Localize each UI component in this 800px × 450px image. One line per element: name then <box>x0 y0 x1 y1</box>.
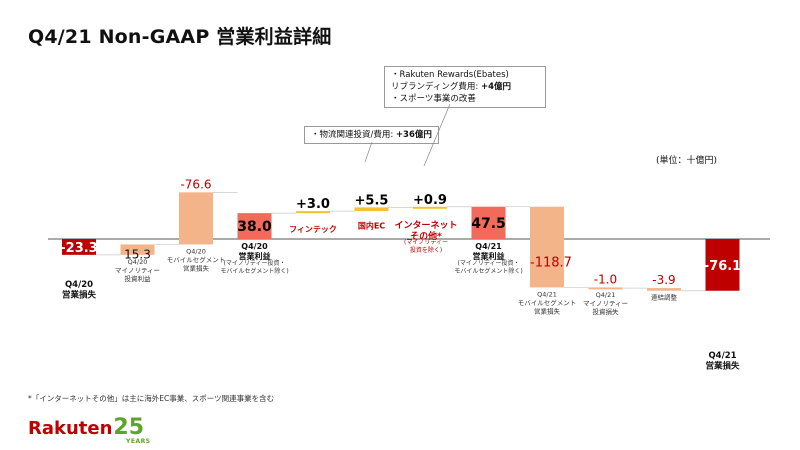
category-label-q421_op-2: (マイノリティー投資・ <box>458 259 520 267</box>
rewards-callout: ・Rakuten Rewards(Ebates) リブランディング費用: +4億… <box>384 66 546 108</box>
category-label-q420_mobile-2: 営業損失 <box>183 263 210 272</box>
category-label-q421_minority-1: マイノリティー <box>583 300 628 308</box>
bar-internet_other <box>413 206 447 209</box>
value-label-fintech: +3.0 <box>296 197 330 212</box>
category-label-internet_other-3: 投資を除く) <box>410 246 442 254</box>
category-label-q420_mobile-0: Q4/20 <box>186 247 206 255</box>
value-label-q421_mobile: -118.7 <box>530 256 572 271</box>
bar-q420_op <box>237 213 272 239</box>
category-label-q420_loss-1: 営業損失 <box>62 290 97 301</box>
bar-q420_loss <box>62 239 96 255</box>
rakuten-logo: Rakuten 25 YEARS <box>28 415 151 446</box>
rewards-callout-line2-value: +4億円 <box>480 82 512 92</box>
category-label-internet_other-0: インターネット <box>394 219 457 231</box>
value-label-internet_other: +0.9 <box>413 193 447 208</box>
bar-fintech <box>296 211 330 214</box>
page-title: Q4/21 Non-GAAP 営業利益詳細 <box>28 26 332 48</box>
bar-q421_mobile <box>530 206 564 288</box>
bar-domestic_ec <box>354 207 389 212</box>
category-label-q420_op-3: モバイルセグメント除く) <box>220 267 288 275</box>
bar-q420_mobile <box>179 192 213 245</box>
bar-q421_minority <box>588 287 623 290</box>
rewards-callout-line1: ・Rakuten Rewards(Ebates) <box>391 70 509 80</box>
value-label-q420_op: 38.0 <box>237 219 272 235</box>
category-label-q421_op-1: 営業利益 <box>473 251 505 261</box>
category-label-internet_other-1: その他* <box>410 230 442 242</box>
category-label-q420_op-1: 営業利益 <box>239 251 271 261</box>
logo-years: YEARS <box>126 438 151 445</box>
category-label-q420_op-2: (マイノリティー投資・ <box>224 259 286 267</box>
rewards-callout-line2: リブランディング費用: +4億円 <box>391 81 539 93</box>
category-label-q421_op-0: Q4/21 <box>475 242 502 251</box>
rewards-callout-leader <box>423 103 451 167</box>
bar-consolidation <box>647 288 681 291</box>
category-label-q420_loss-0: Q4/20 <box>65 280 93 290</box>
value-label-q420_mobile: -76.6 <box>180 177 211 191</box>
category-label-fintech-0: フィンテック <box>289 224 337 234</box>
category-label-q421_minority-0: Q4/21 <box>596 291 616 299</box>
category-label-q420_op-0: Q4/20 <box>241 242 268 251</box>
category-label-q421_op-3: モバイルセグメント除く) <box>454 267 522 275</box>
category-label-q420_minority-1: マイノリティー <box>115 266 160 274</box>
logo-word: Rakuten <box>28 418 113 439</box>
category-label-q420_mobile-1: モバイルセグメント <box>167 255 226 264</box>
category-label-q421_mobile-0: Q4/21 <box>537 290 557 298</box>
logistics-callout-text: ・物流関連投資/費用: <box>311 130 396 140</box>
category-label-q421_loss-0: Q4/21 <box>708 351 736 361</box>
logistics-callout-value: +36億円 <box>395 130 432 140</box>
rewards-callout-line2-text: リブランディング費用: <box>391 82 481 92</box>
value-label-q421_op: 47.5 <box>471 216 506 232</box>
value-label-q421_loss: -76.1 <box>704 259 741 274</box>
value-label-q420_minority: 15.3 <box>124 247 151 261</box>
value-label-domestic_ec: +5.5 <box>355 193 389 208</box>
bar-q420_minority <box>120 244 155 255</box>
category-label-q420_minority-2: 投資利益 <box>125 274 152 283</box>
category-label-q421_loss-1: 営業損失 <box>705 361 740 372</box>
logo-number: 25 <box>113 415 145 440</box>
category-label-consolidation-0: 連結調整 <box>651 293 678 302</box>
logistics-callout-leader <box>364 141 373 163</box>
category-label-internet_other-2: (マイノリティー <box>404 239 448 246</box>
value-label-q420_loss: -23.3 <box>60 241 97 256</box>
category-label-domestic_ec-0: 国内EC <box>358 220 385 230</box>
bar-q421_op <box>471 206 506 239</box>
category-label-q420_minority-0: Q4/20 <box>128 258 148 266</box>
rewards-callout-line3: ・スポーツ事業の改善 <box>391 94 476 104</box>
value-label-consolidation: -3.9 <box>652 273 675 287</box>
category-label-q421_mobile-1: モバイルセグメント <box>518 298 577 307</box>
footnote: *「インターネットその他」は主に海外EC事業、スポーツ関連事業を含む <box>28 394 275 403</box>
category-label-q421_mobile-2: 営業損失 <box>534 306 561 315</box>
bar-q421_loss <box>705 239 740 291</box>
category-label-q421_minority-2: 投資損失 <box>593 307 620 316</box>
unit-label: (単位：十億円) <box>656 156 718 166</box>
value-label-q421_minority: -1.0 <box>594 272 617 286</box>
